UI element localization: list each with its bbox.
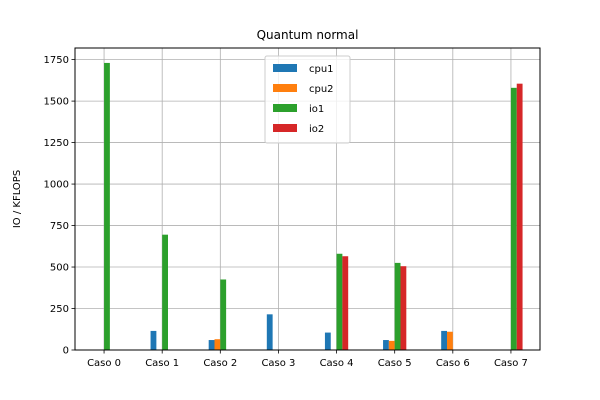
bar-cpu1: [441, 330, 447, 350]
legend-label-io1: io1: [309, 104, 324, 115]
bar-io1: [104, 62, 110, 350]
legend-swatch-cpu1: [273, 64, 297, 72]
legend-label-io2: io2: [309, 124, 324, 135]
bar-io1: [162, 234, 168, 350]
legend-swatch-io1: [273, 104, 297, 112]
bar-io2: [342, 256, 349, 350]
x-tick-label: Caso 4: [320, 358, 354, 369]
bar-io1: [394, 262, 401, 350]
bar-io2: [516, 83, 523, 350]
y-tick-label: 750: [50, 221, 69, 232]
y-tick-label: 1250: [44, 138, 69, 149]
legend-swatch-cpu2: [273, 84, 297, 92]
x-tick-label: Caso 6: [436, 358, 470, 369]
bar-cpu1: [324, 332, 331, 350]
bar-layer: [104, 62, 523, 351]
bar-io1: [510, 87, 517, 351]
bar-cpu1: [150, 330, 157, 350]
x-tick-label: Caso 0: [87, 358, 121, 369]
x-tick-label: Caso 2: [203, 358, 237, 369]
bar-cpu2: [447, 331, 453, 350]
legend-label-cpu2: cpu2: [309, 84, 334, 95]
bar-io1: [336, 253, 343, 350]
bar-cpu1: [208, 340, 215, 350]
y-tick-label: 1500: [44, 97, 69, 108]
x-tick-label: Caso 5: [378, 358, 412, 369]
legend-swatch-io2: [273, 124, 297, 132]
bar-io1: [220, 279, 227, 350]
x-tick-label: Caso 3: [261, 358, 295, 369]
bar-io2: [400, 266, 407, 350]
bar-cpu1: [266, 314, 273, 350]
legend: cpu1 cpu2 io1 io2: [264, 55, 351, 144]
x-tick-label: Caso 1: [145, 358, 179, 369]
bar-cpu2: [388, 340, 395, 350]
y-tick-label: 0: [63, 346, 69, 357]
plot-frame: [74, 47, 541, 351]
x-tick-label: Caso 7: [494, 358, 528, 369]
y-tick-label: 1750: [44, 55, 69, 66]
legend-box: [264, 55, 351, 144]
chart-title: Quantum normal: [257, 28, 359, 42]
y-tick-label: 250: [50, 304, 69, 315]
bar-cpu1: [383, 340, 389, 350]
y-tick-label: 500: [50, 263, 69, 274]
y-axis-label: IO / KFLOPS: [12, 170, 23, 228]
legend-label-cpu1: cpu1: [309, 64, 334, 75]
bar-cpu2: [214, 339, 221, 350]
y-tick-label: 1000: [44, 180, 69, 191]
tick-layer: 0 250 500 750 1000 1250 1500 1750 Caso 0 Caso 1 Ca…: [44, 55, 528, 369]
